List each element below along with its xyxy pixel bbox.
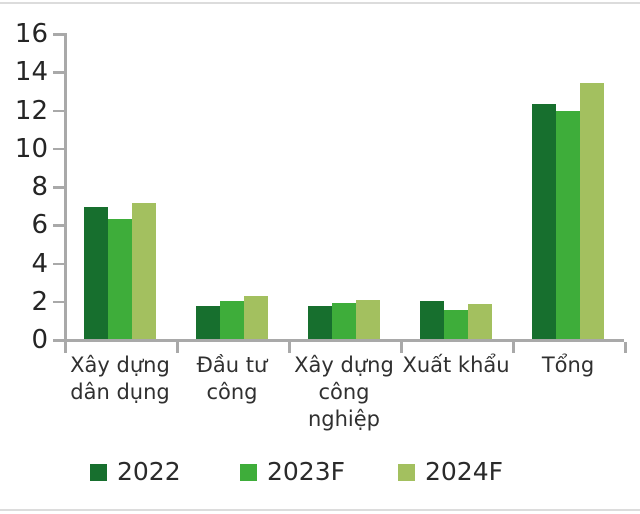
legend-label: 2023F <box>267 457 346 486</box>
x-axis-category-label: Tổng <box>541 353 595 377</box>
y-axis-tick-mark <box>53 300 64 304</box>
x-axis-tick-mark <box>64 341 67 353</box>
bar-2022-Xây dựng dân dụng <box>84 207 108 339</box>
x-axis-tick-mark <box>176 341 179 353</box>
x-axis-line <box>64 339 624 342</box>
y-axis-tick-mark <box>53 339 64 342</box>
bar-2024F-Xuất khẩu <box>468 303 492 339</box>
y-axis-tick-label: 6 <box>31 210 48 241</box>
y-axis-tick-label: 8 <box>31 172 48 202</box>
y-axis-tick-label: 2 <box>31 286 48 317</box>
bar-2024F-Tổng <box>580 82 604 339</box>
legend-item-2024F: 2024F <box>398 457 503 487</box>
bar-2023F-Tổng <box>556 111 580 339</box>
bar-2022-Đầu tư công <box>196 306 220 339</box>
y-axis-tick-label: 10 <box>14 133 48 164</box>
y-axis-tick-mark <box>53 224 64 227</box>
bar-2023F-Xây dựng công nghiệp <box>332 302 356 339</box>
x-axis-category-label: Đầu tư công <box>196 353 268 404</box>
y-axis-tick-label: 0 <box>31 325 48 355</box>
y-axis-tick-mark <box>53 262 64 265</box>
x-axis-category-label: Xuất khẩu <box>402 353 510 377</box>
y-axis-tick-mark <box>53 186 64 189</box>
x-axis-category-label: Xây dựng công nghiệp <box>294 353 394 431</box>
y-axis-tick-mark <box>53 71 64 74</box>
legend-swatch-2022 <box>90 463 107 481</box>
bar-2023F-Xây dựng dân dụng <box>108 218 132 339</box>
bar-2024F-Xây dựng dân dụng <box>132 203 156 339</box>
legend-swatch-2024F <box>398 463 415 481</box>
x-axis-tick-mark <box>400 341 403 353</box>
x-axis-tick-mark <box>512 341 515 353</box>
y-axis-tick-label: 4 <box>31 248 48 279</box>
x-axis-tick-mark <box>624 341 627 353</box>
y-axis-line <box>64 33 67 342</box>
bar-2022-Xây dựng công nghiệp <box>308 306 332 339</box>
y-axis-tick-mark <box>53 109 64 112</box>
bar-2024F-Xây dựng công nghiệp <box>356 299 380 339</box>
legend-swatch-2023F <box>240 463 257 481</box>
bottom-border-line <box>0 509 640 511</box>
legend-item-2022: 2022 <box>90 457 181 487</box>
bar-2024F-Đầu tư công <box>244 295 268 339</box>
y-axis-tick-mark <box>53 33 64 36</box>
y-axis-tick-label: 12 <box>14 95 48 126</box>
bar-2022-Xuất khẩu <box>420 300 444 339</box>
legend-label: 2024F <box>425 457 504 486</box>
y-axis-tick-mark <box>53 147 64 151</box>
top-border-line <box>0 2 640 4</box>
legend-item-2023F: 2023F <box>240 457 345 487</box>
bar-2022-Tổng <box>532 103 556 339</box>
legend-label: 2022 <box>117 457 181 486</box>
bar-2023F-Đầu tư công <box>220 300 244 339</box>
x-axis-category-label: Xây dựng dân dụng <box>70 353 170 404</box>
y-axis-tick-label: 16 <box>14 19 48 49</box>
x-axis-tick-mark <box>288 341 291 353</box>
bar-2023F-Xuất khẩu <box>444 310 468 339</box>
y-axis-tick-label: 14 <box>14 57 48 88</box>
